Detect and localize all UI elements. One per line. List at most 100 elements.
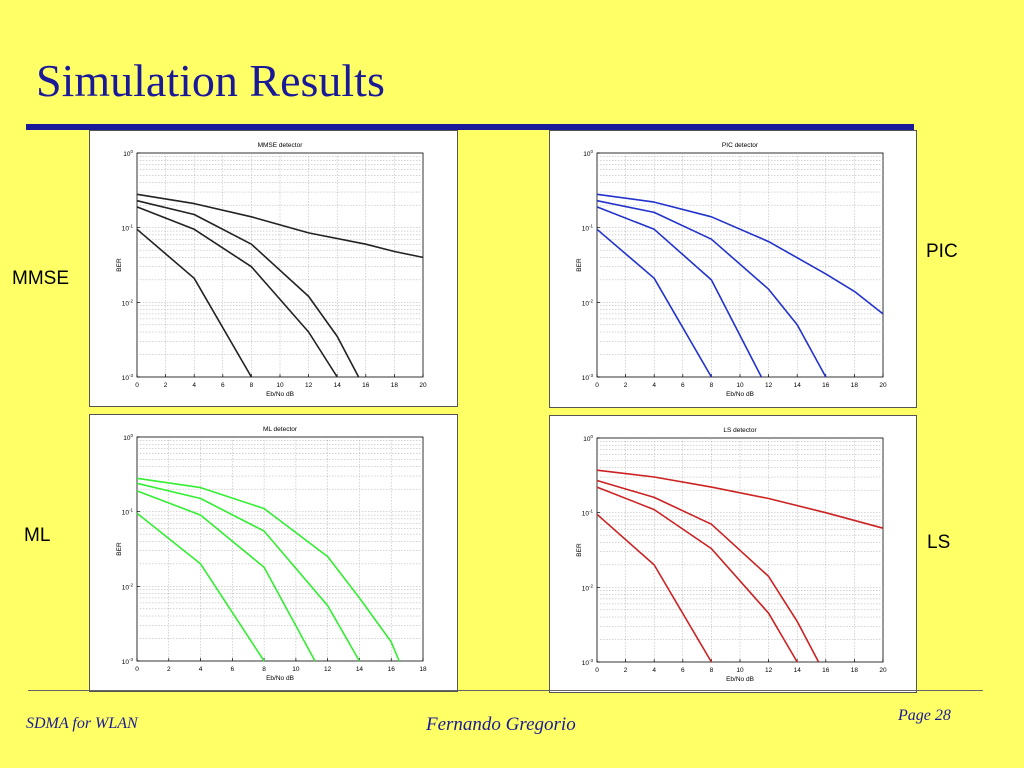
chart-title: LS detector <box>723 427 757 434</box>
x-tick-label: 10 <box>736 382 744 389</box>
x-tick-label: 0 <box>595 382 599 389</box>
series-line-2 <box>596 479 820 663</box>
x-tick-label: 20 <box>419 382 427 389</box>
x-tick-label: 12 <box>765 667 773 674</box>
ls-label: LS <box>927 532 951 553</box>
x-tick-label: 8 <box>710 382 714 389</box>
pic-label: PIC <box>926 241 958 262</box>
y-tick-label: 10-1 <box>582 224 594 233</box>
series-line-2 <box>136 199 360 378</box>
x-tick-label: 6 <box>221 382 225 389</box>
mmse-label: MMSE <box>12 268 69 289</box>
x-tick-label: 6 <box>231 666 235 673</box>
x-tick-label: 14 <box>794 667 802 674</box>
x-tick-label: 4 <box>192 382 196 389</box>
pic-chart-panel: 0 2 4 6 8 10 12 14 16 18 20 10-3 10-2 10-1 100 PIC dete… <box>549 130 917 408</box>
mmse-chart-panel: 0 2 4 6 8 10 12 14 16 18 20 10-3 10-2 10-1 100 MMSE det… <box>89 130 458 407</box>
x-tick-label: 20 <box>879 382 887 389</box>
y-tick-label: 10-3 <box>582 658 594 667</box>
series-line-3 <box>596 486 798 663</box>
footer-page-number: Page 28 <box>898 707 951 724</box>
x-tick-label: 14 <box>794 382 802 389</box>
grid-lines <box>597 153 883 377</box>
slide-title: Simulation Results <box>36 55 385 106</box>
y-tick-label: 10-2 <box>582 583 594 592</box>
series-line-4 <box>136 228 253 378</box>
series-line-1 <box>596 469 884 529</box>
x-tick-label: 16 <box>388 666 396 673</box>
series-line-2 <box>596 199 827 378</box>
y-axis-label: BER <box>576 543 583 557</box>
grid-lines <box>597 438 883 662</box>
series-line-3 <box>136 490 316 662</box>
x-tick-label: 10 <box>276 382 284 389</box>
x-tick-label: 8 <box>250 382 254 389</box>
series-line-1 <box>596 193 884 315</box>
y-axis-label: BER <box>116 542 123 556</box>
series-line-4 <box>596 228 713 378</box>
y-tick-label: 10-2 <box>122 582 134 591</box>
x-tick-label: 8 <box>262 666 266 673</box>
grid-lines <box>137 153 423 377</box>
y-tick-label: 10-3 <box>122 373 134 382</box>
x-tick-label: 4 <box>652 382 656 389</box>
x-tick-label: 8 <box>710 667 714 674</box>
y-axis-label: BER <box>116 258 123 272</box>
ml-chart-svg: 0 2 4 6 8 10 12 14 16 18 10-3 10-2 10-1 100 ML detecto… <box>116 426 427 682</box>
y-tick-label: 100 <box>123 149 133 158</box>
x-tick-label: 18 <box>851 667 859 674</box>
y-tick-label: 100 <box>123 433 133 442</box>
y-tick-label: 10-3 <box>582 373 594 382</box>
x-tick-label: 6 <box>681 382 685 389</box>
x-axis-label: Eb/No dB <box>726 676 754 683</box>
x-tick-label: 12 <box>305 382 313 389</box>
footer-left-text: SDMA for WLAN <box>26 715 138 732</box>
series-line-1 <box>136 193 424 259</box>
x-tick-label: 0 <box>595 667 599 674</box>
y-axis-label: BER <box>576 258 583 272</box>
x-tick-label: 16 <box>362 382 370 389</box>
footer-author: Fernando Gregorio <box>426 714 576 735</box>
x-tick-label: 18 <box>419 666 427 673</box>
x-tick-label: 14 <box>334 382 342 389</box>
x-tick-label: 12 <box>324 666 332 673</box>
ls-chart-panel: 0 2 4 6 8 10 12 14 16 18 20 10-3 10-2 10-1 100 LS detec… <box>549 415 917 693</box>
x-axis-label: Eb/No dB <box>266 391 294 398</box>
x-tick-label: 16 <box>822 382 830 389</box>
y-tick-label: 100 <box>583 434 593 443</box>
x-tick-label: 4 <box>199 666 203 673</box>
y-tick-label: 10-1 <box>122 508 134 517</box>
ml-chart-panel: 0 2 4 6 8 10 12 14 16 18 10-3 10-2 10-1 100 ML detecto… <box>89 414 458 692</box>
grid-lines <box>137 437 423 661</box>
x-axis-label: Eb/No dB <box>266 675 294 682</box>
x-tick-label: 2 <box>164 382 168 389</box>
title-underline <box>26 124 914 130</box>
x-tick-label: 2 <box>624 382 628 389</box>
chart-title: MMSE detector <box>258 142 304 149</box>
x-tick-label: 10 <box>292 666 300 673</box>
pic-chart-svg: 0 2 4 6 8 10 12 14 16 18 20 10-3 10-2 10-1 100 PIC dete… <box>576 142 887 398</box>
y-tick-label: 10-1 <box>122 224 134 233</box>
chart-title: PIC detector <box>722 142 759 149</box>
ml-label: ML <box>24 525 51 546</box>
series-line-4 <box>596 513 713 663</box>
series-line-3 <box>136 206 338 378</box>
x-tick-label: 4 <box>652 667 656 674</box>
y-tick-label: 100 <box>583 149 593 158</box>
x-tick-label: 10 <box>736 667 744 674</box>
ls-chart-svg: 0 2 4 6 8 10 12 14 16 18 20 10-3 10-2 10-1 100 LS detec… <box>576 427 887 683</box>
x-tick-label: 18 <box>391 382 399 389</box>
x-axis-label: Eb/No dB <box>726 391 754 398</box>
x-tick-label: 0 <box>135 666 139 673</box>
y-tick-label: 10-2 <box>582 298 594 307</box>
x-tick-label: 2 <box>624 667 628 674</box>
series-line-4 <box>136 512 265 662</box>
y-tick-label: 10-2 <box>122 298 134 307</box>
y-tick-label: 10-3 <box>122 657 134 666</box>
mmse-chart-svg: 0 2 4 6 8 10 12 14 16 18 20 10-3 10-2 10-1 100 MMSE det… <box>116 142 427 398</box>
x-tick-label: 20 <box>879 667 887 674</box>
x-tick-label: 2 <box>167 666 171 673</box>
footer-divider <box>28 690 983 691</box>
x-tick-label: 18 <box>851 382 859 389</box>
series-line-3 <box>596 206 763 378</box>
